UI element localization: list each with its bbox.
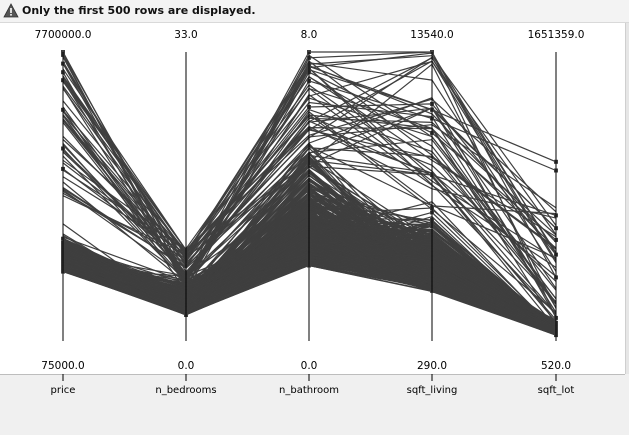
axis-name-sqft_lot[interactable]: sqft_lot	[538, 385, 575, 396]
axis-name-strip: price n_bedrooms n_bathroom sqft_living sqft…	[0, 374, 625, 435]
plot-panel: 7700000.0 75000.0 33.0 0.0 8.0 0.0 13540.0 290.…	[0, 23, 625, 374]
axis-max-label-price: 7700000.0	[35, 29, 92, 41]
labels-layer: 7700000.0 75000.0 33.0 0.0 8.0 0.0 13540.0 290.…	[35, 29, 585, 372]
axis-max-label-sqft_living: 13540.0	[410, 29, 453, 41]
axis-max-label-n_bathroom: 8.0	[301, 29, 318, 41]
axis-min-label-n_bedrooms: 0.0	[178, 360, 195, 372]
axis-name-sqft_living[interactable]: sqft_living	[407, 385, 458, 396]
warning-banner: Only the first 500 rows are displayed.	[0, 0, 629, 23]
axis-max-label-n_bedrooms: 33.0	[174, 29, 197, 41]
axis-min-label-n_bathroom: 0.0	[301, 360, 318, 372]
axis-name-n_bathroom[interactable]: n_bathroom	[279, 385, 339, 396]
axis-name-n_bedrooms[interactable]: n_bedrooms	[155, 385, 216, 396]
parallel-coordinates-chart: 7700000.0 75000.0 33.0 0.0 8.0 0.0 13540.0 290.…	[35, 29, 585, 372]
vertical-scrollbar[interactable]	[625, 23, 629, 374]
axis-max-label-sqft_lot: 1651359.0	[528, 29, 585, 41]
axis-min-label-sqft_living: 290.0	[417, 360, 447, 372]
axes-layer	[62, 52, 557, 341]
warning-triangle-icon	[3, 3, 19, 18]
banner-message: Only the first 500 rows are displayed.	[22, 4, 256, 17]
axis-min-label-sqft_lot: 520.0	[541, 360, 571, 372]
axis-min-label-price: 75000.0	[41, 360, 84, 372]
axis-name-price[interactable]: price	[51, 385, 76, 396]
